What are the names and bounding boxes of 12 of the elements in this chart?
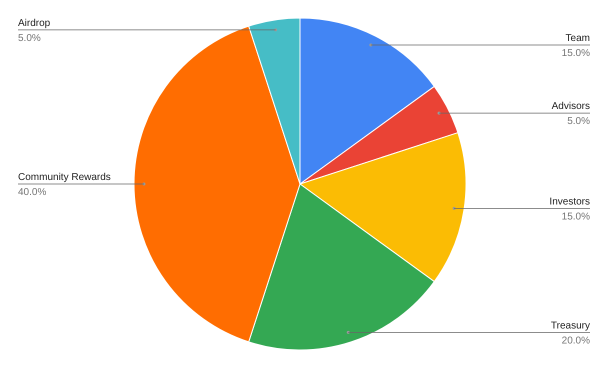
data-label: 20.0%	[562, 335, 590, 346]
slice-label: Airdrop	[18, 18, 51, 29]
slice-label: Investors	[549, 196, 590, 208]
data-label: 40.0%	[18, 187, 46, 198]
data-label: 5.0%	[18, 32, 41, 44]
slice-label: Treasury	[550, 320, 590, 332]
data-label: 15.0%	[562, 211, 590, 222]
slice-label: Advisors	[552, 101, 590, 112]
data-label: 5.0%	[567, 116, 590, 128]
slice-label: Team	[566, 32, 590, 44]
data-label: 15.0%	[562, 48, 590, 59]
slice-label: Community Rewards	[18, 172, 111, 183]
